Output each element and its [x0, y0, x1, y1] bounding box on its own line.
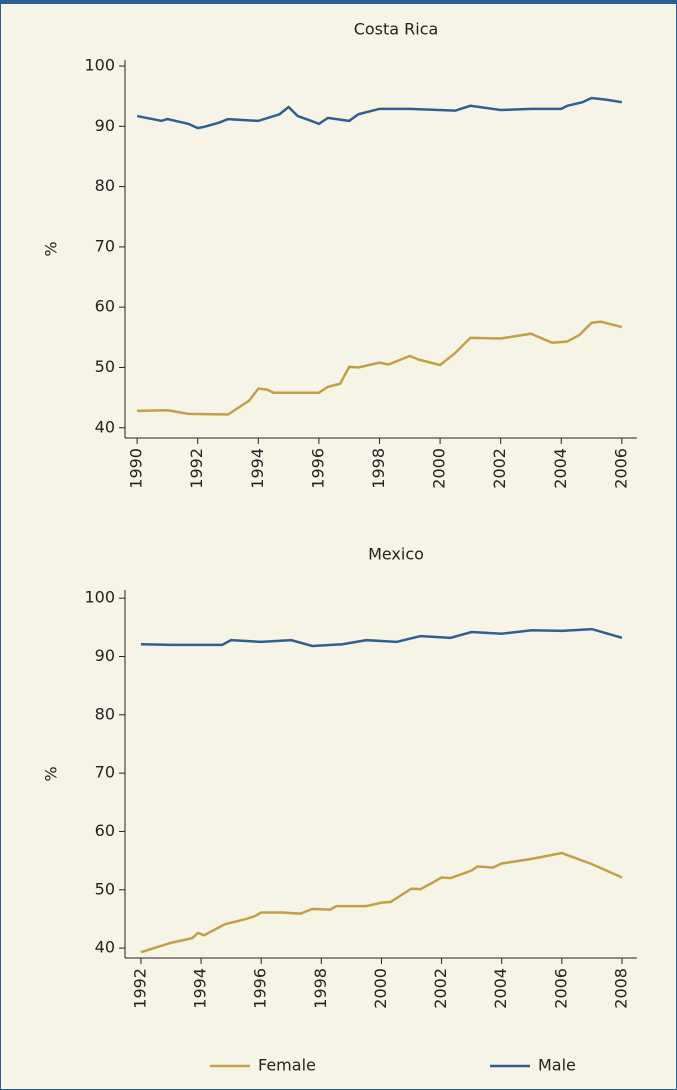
- y-tick-label: 40: [95, 417, 115, 436]
- line-series: [136, 96, 623, 130]
- y-tick-label: 70: [95, 236, 115, 255]
- x-tick-label: 2006: [611, 448, 630, 489]
- x-tick-label: 1996: [308, 448, 327, 489]
- x-tick-label: 1992: [187, 448, 206, 489]
- top-bar: [0, 0, 677, 4]
- x-tick-label: 1996: [251, 968, 270, 1009]
- line-series: [140, 851, 623, 954]
- line-series: [140, 627, 623, 648]
- y-tick-label: 50: [95, 357, 115, 376]
- x-tick-label: 2004: [551, 448, 570, 489]
- x-tick-label: 2004: [491, 968, 510, 1009]
- x-tick-label: 2002: [490, 448, 509, 489]
- x-tick-label: 2002: [431, 968, 450, 1009]
- legend-label: Female: [258, 1056, 316, 1075]
- x-tick-label: 1994: [191, 968, 210, 1009]
- chart-title: Costa Rica: [354, 20, 439, 39]
- y-tick-label: 70: [95, 763, 115, 782]
- y-tick-label: 100: [84, 56, 115, 75]
- y-tick-label: 100: [84, 588, 115, 607]
- y-axis-label: %: [42, 241, 61, 256]
- x-tick-label: 2000: [430, 448, 449, 489]
- x-tick-label: 1998: [369, 448, 388, 489]
- x-tick-label: 1992: [130, 968, 149, 1009]
- y-tick-label: 40: [95, 938, 115, 957]
- y-tick-label: 80: [95, 176, 115, 195]
- line-series: [137, 320, 623, 416]
- y-tick-label: 50: [95, 879, 115, 898]
- chart-title: Mexico: [368, 545, 424, 564]
- y-tick-label: 90: [95, 116, 115, 135]
- legend-label: Male: [538, 1056, 576, 1075]
- y-tick-label: 60: [95, 297, 115, 316]
- x-tick-label: 2006: [551, 968, 570, 1009]
- x-tick-label: 2008: [611, 968, 630, 1009]
- y-axis-label: %: [42, 766, 61, 781]
- y-tick-label: 80: [95, 704, 115, 723]
- y-tick-label: 60: [95, 821, 115, 840]
- x-tick-label: 1990: [127, 448, 146, 489]
- x-tick-label: 1994: [248, 448, 267, 489]
- x-tick-label: 2000: [371, 968, 390, 1009]
- y-tick-label: 90: [95, 646, 115, 665]
- x-tick-label: 1998: [311, 968, 330, 1009]
